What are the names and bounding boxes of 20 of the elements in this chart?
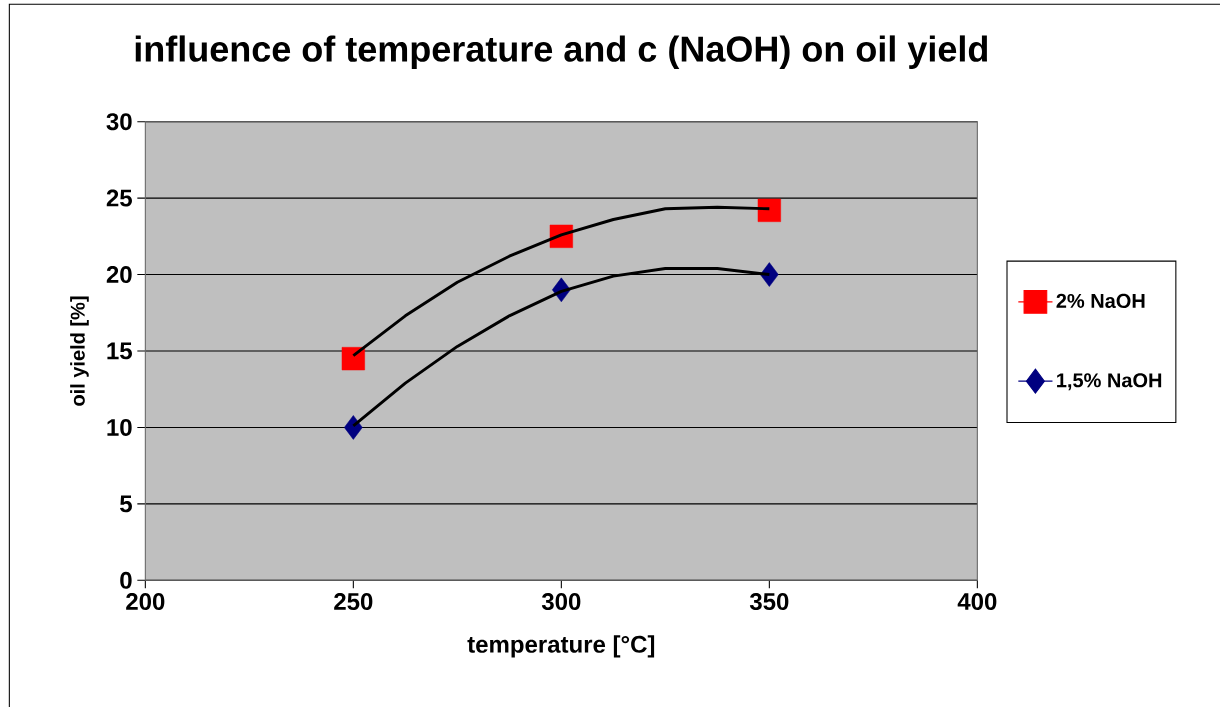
legend-label: 2% NaOH — [1056, 293, 1145, 308]
point — [344, 415, 363, 440]
y-tick-label: 10 — [107, 418, 132, 436]
x-tick-label: 300 — [541, 593, 581, 611]
y-tick-label: 5 — [120, 495, 132, 513]
y-tick-label: 0 — [120, 571, 132, 589]
point — [757, 198, 781, 222]
chart-title: influence of temperature and c (NaOH) on oil yield — [135, 35, 987, 69]
y-tick-label: 25 — [106, 189, 132, 207]
x-tick-label: 350 — [749, 593, 789, 611]
x-tick-label: 200 — [126, 593, 165, 611]
legend-label: 1,5% NaOH — [1057, 373, 1162, 391]
x-axis-title: temperature [°C] — [467, 635, 655, 658]
y-tick-label: 15 — [107, 342, 132, 360]
x-tick-label: 400 — [957, 593, 997, 611]
y-tick-label: 30 — [106, 113, 132, 131]
point — [341, 347, 365, 371]
y-axis-title: oil yield [%] — [70, 296, 89, 406]
x-tick-label: 250 — [334, 593, 373, 611]
y-tick-label: 20 — [106, 266, 132, 284]
